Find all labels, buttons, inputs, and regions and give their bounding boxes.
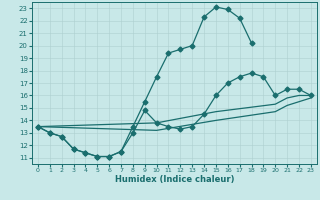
X-axis label: Humidex (Indice chaleur): Humidex (Indice chaleur) — [115, 175, 234, 184]
